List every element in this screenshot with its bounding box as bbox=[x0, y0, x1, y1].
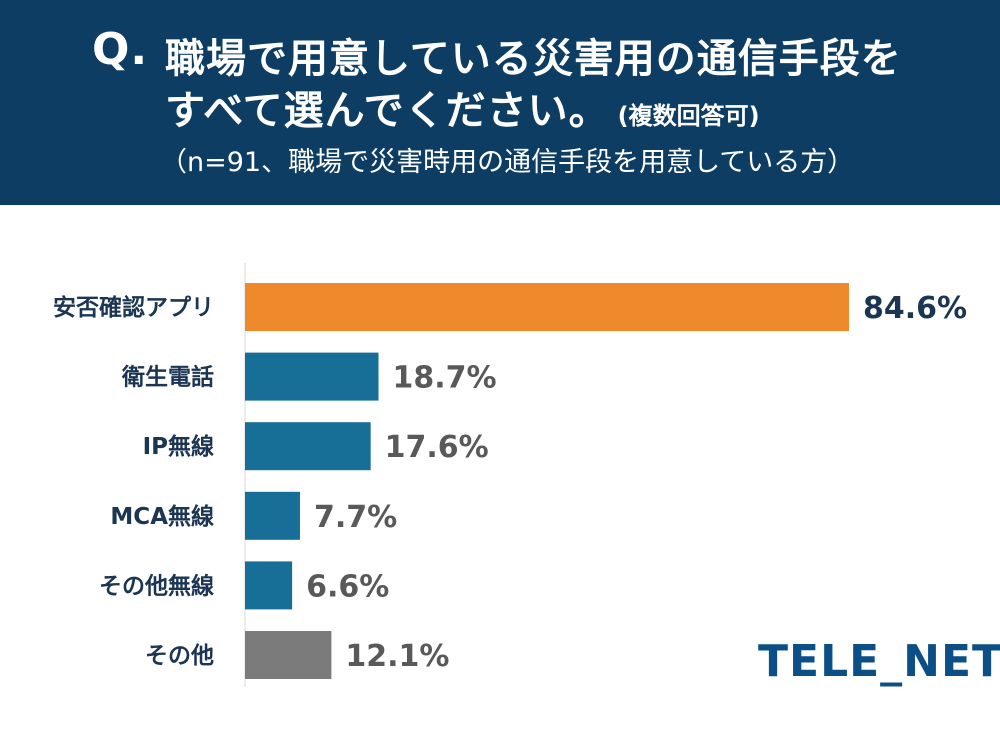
value-label: 6.6% bbox=[306, 569, 389, 604]
bar bbox=[245, 422, 371, 471]
category-label: MCA無線 bbox=[110, 503, 214, 530]
question-header: Q. 職場で用意している災害用の通信手段を すべて選んでください。 (複数回答可)… bbox=[0, 0, 1000, 205]
category-label: その他 bbox=[145, 643, 214, 669]
value-label: 7.7% bbox=[314, 500, 397, 535]
category-label: 安否確認アプリ bbox=[53, 294, 214, 321]
question-line2: すべて選んでください。 (複数回答可) bbox=[165, 78, 760, 136]
value-label: 17.6% bbox=[385, 430, 489, 465]
value-label: 18.7% bbox=[393, 361, 497, 396]
bar bbox=[245, 561, 293, 610]
bar bbox=[245, 631, 332, 679]
bar-chart: 安否確認アプリ 84.6% 衛生電話 18.7% IP無線 17.6% MCA無線 7.7% そ… bbox=[53, 263, 967, 687]
telenet-logo: TELE_NET bbox=[758, 636, 1000, 687]
category-label: その他無線 bbox=[99, 572, 214, 599]
sample-size-note: （n=91、職場で災害時用の通信手段を用意している方） bbox=[160, 147, 855, 178]
bar bbox=[245, 491, 300, 540]
question-line2-text: すべて選んでください。 bbox=[165, 88, 610, 134]
bar bbox=[245, 352, 379, 401]
category-label: IP無線 bbox=[143, 433, 214, 460]
question-line1: 職場で用意している災害用の通信手段を bbox=[165, 36, 902, 82]
value-label: 12.1% bbox=[345, 639, 449, 674]
bar bbox=[245, 283, 849, 331]
value-label: 84.6% bbox=[863, 291, 967, 326]
question-mark: Q. bbox=[92, 24, 149, 75]
category-label: 衛生電話 bbox=[121, 364, 214, 391]
question-multiple-answer-note: (複数回答可) bbox=[617, 102, 760, 130]
